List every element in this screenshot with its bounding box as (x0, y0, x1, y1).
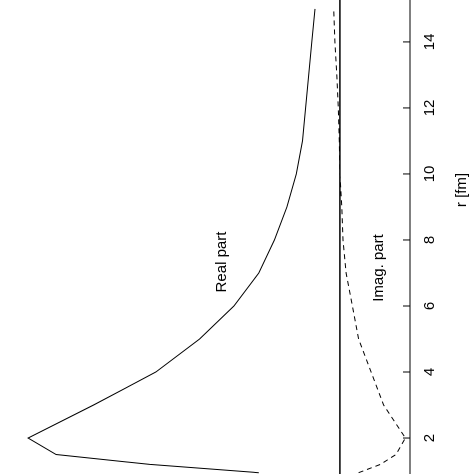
x-tick-label: 4 (421, 368, 438, 376)
x-tick-label: 12 (421, 100, 438, 117)
series-label: Real part (213, 231, 230, 293)
x-tick-label: 8 (421, 236, 438, 244)
x-tick-label: 2 (421, 434, 438, 442)
x-tick-label: 6 (421, 302, 438, 310)
series-line (333, 8, 406, 474)
x-tick-label: 10 (421, 166, 438, 183)
series-label: Imag. part (370, 233, 387, 301)
x-axis-label: r [fm] (453, 173, 470, 207)
x-tick-label: 14 (421, 34, 438, 51)
series-line (27, 8, 316, 474)
